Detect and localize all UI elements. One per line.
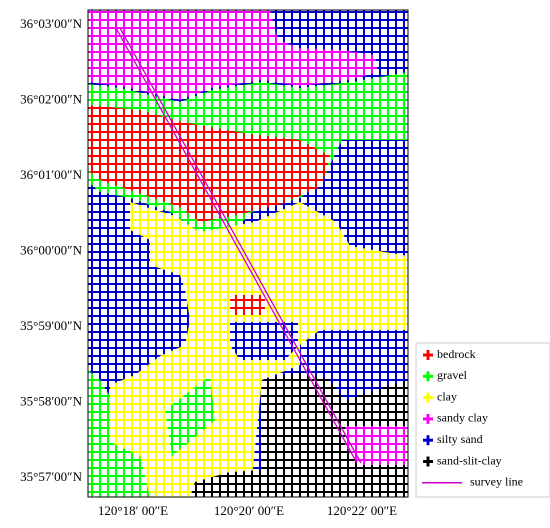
gravel-strip (165, 376, 215, 456)
sand-slit-clay-region (190, 372, 408, 497)
x-label: 120°20′ 00″E (214, 503, 284, 518)
gravel-region (88, 370, 150, 497)
legend-label: bedrock (437, 347, 476, 361)
legend-box (415, 342, 550, 498)
legend-label: gravel (437, 368, 468, 382)
survey-line (119, 27, 362, 464)
legend-label: silty sand (437, 432, 483, 446)
legend: bedrock gravel clay sandy clay silty sand san… (422, 347, 523, 489)
y-label: 36°02′00″N (20, 91, 82, 106)
y-label: 35°57′00″N (20, 469, 82, 484)
sandy-clay-region (88, 10, 378, 100)
y-label: 36°03′00″N (20, 16, 82, 31)
x-label: 120°22′ 00″E (327, 503, 397, 518)
y-label: 36°01′00″N (20, 167, 82, 182)
sandy-clay-region (345, 426, 408, 465)
y-label: 35°58′00″N (20, 393, 82, 408)
labels: 36°03′00″N 36°02′00″N 36°01′00″N 36°00′00″N… (20, 16, 397, 518)
bedrock-region (230, 295, 265, 315)
map-area (88, 10, 408, 497)
legend-label: sand-slit-clay (437, 453, 502, 467)
bedrock-region (88, 105, 330, 222)
legend-label: clay (437, 389, 457, 403)
x-label: 120°18′ 00″E (98, 503, 168, 518)
survey-line (115, 27, 358, 464)
map-frame (87, 9, 409, 498)
legend-label: survey line (470, 475, 523, 489)
y-label: 36°00′00″N (20, 242, 82, 257)
silty-sand-island (230, 322, 298, 360)
y-label: 35°59′00″N (20, 318, 82, 333)
legend-label: sandy clay (437, 411, 488, 425)
